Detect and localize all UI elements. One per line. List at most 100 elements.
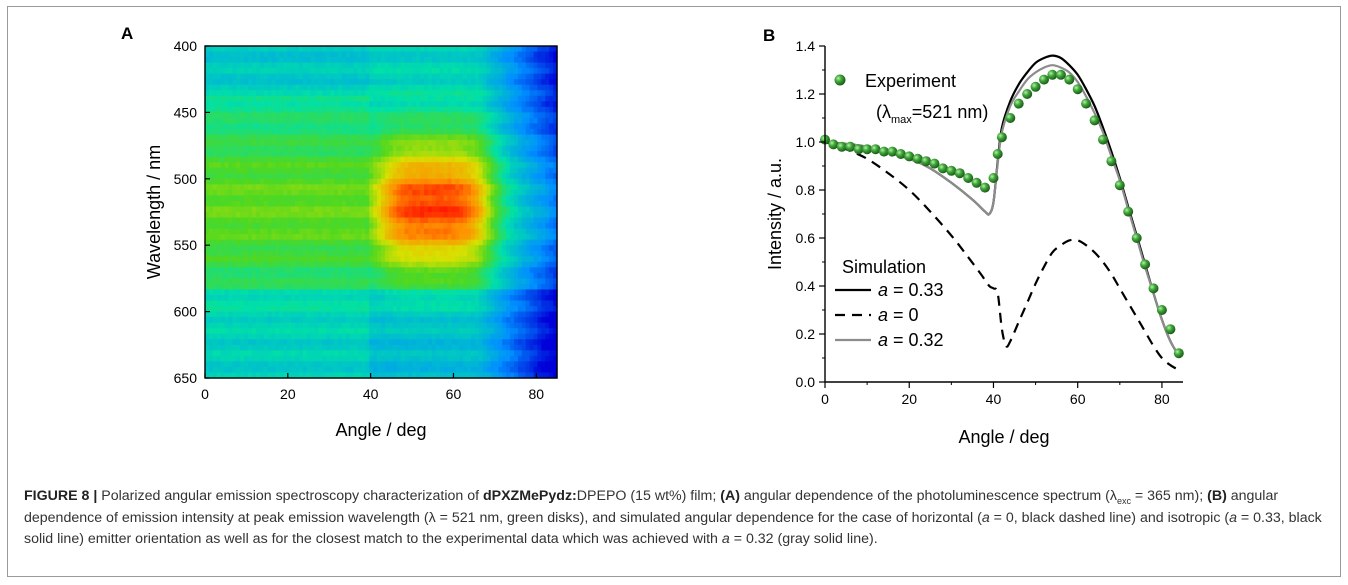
heatmap-cell <box>451 184 456 191</box>
heatmap-cell <box>298 344 304 351</box>
heatmap-cell <box>529 322 535 329</box>
heatmap-cell <box>459 145 464 152</box>
heatmap-cell <box>474 306 480 313</box>
heatmap-cell <box>236 51 241 58</box>
heatmap-cell <box>334 178 339 185</box>
heatmap-cell <box>513 239 519 246</box>
heatmap-cell <box>388 162 394 169</box>
heatmap-cell <box>291 206 296 213</box>
heatmap-cell <box>533 101 539 108</box>
heatmap-cell <box>529 95 535 102</box>
heatmap-cell <box>369 344 374 351</box>
heatmap-cell <box>494 295 499 302</box>
heatmap-cell <box>439 167 445 174</box>
heatmap-cell <box>510 145 515 152</box>
heatmap-cell <box>529 223 535 230</box>
heatmap-cell <box>447 223 452 230</box>
heatmap-cell <box>451 300 456 307</box>
heatmap-cell <box>251 350 257 357</box>
heatmap-cell <box>255 278 261 285</box>
heatmap-cell <box>388 189 394 196</box>
heatmap-cell <box>521 228 527 235</box>
heatmap-cell <box>251 101 257 108</box>
heatmap-cell <box>420 245 425 252</box>
heatmap-cell <box>334 84 339 91</box>
heatmap-cell <box>240 195 245 202</box>
heatmap-cell <box>400 156 406 163</box>
heatmap-cell <box>283 311 288 318</box>
heatmap-cell <box>474 167 480 174</box>
heatmap-cell <box>470 344 476 351</box>
heatmap-cell <box>427 283 433 291</box>
heatmap-cell <box>549 278 554 285</box>
heatmap-cell <box>529 245 535 252</box>
heatmap-cell <box>427 344 433 351</box>
heatmap-cell <box>474 212 480 219</box>
heatmap-cell <box>502 289 507 296</box>
heatmap-cell <box>424 300 429 307</box>
heatmap-cell <box>251 173 257 180</box>
heatmap-cell <box>271 162 276 169</box>
heatmap-cell <box>216 151 222 158</box>
heatmap-cell <box>513 57 519 64</box>
heatmap-cell <box>291 328 296 335</box>
heatmap-cell <box>478 250 484 257</box>
heatmap-cell <box>322 123 327 130</box>
heatmap-cell <box>279 250 284 257</box>
heatmap-cell <box>545 90 550 97</box>
heatmap-cell <box>236 283 241 291</box>
heatmap-cell <box>549 167 554 174</box>
heatmap-cell <box>365 350 370 357</box>
heatmap-cell <box>537 283 542 291</box>
heatmap-cell <box>228 256 233 263</box>
heatmap-cell <box>474 68 480 75</box>
heatmap-cell <box>216 339 222 346</box>
heatmap-cell <box>244 90 249 97</box>
heatmap-cell <box>541 129 546 136</box>
heatmap-cell <box>216 200 222 208</box>
heatmap-cell <box>208 295 214 302</box>
heatmap-cell <box>251 156 257 163</box>
heatmap-cell <box>553 178 558 185</box>
heatmap-cell <box>459 129 464 136</box>
heatmap-cell <box>291 195 296 202</box>
heatmap-cell <box>279 189 284 196</box>
heatmap-cell <box>400 295 406 302</box>
heatmap-cell <box>408 112 413 119</box>
heatmap-cell <box>502 101 507 108</box>
heatmap-cell <box>463 200 468 208</box>
heatmap-cell <box>306 68 312 75</box>
heatmap-cell <box>220 283 226 291</box>
heatmap-cell <box>306 162 312 169</box>
heatmap-cell <box>451 344 456 351</box>
heatmap-cell <box>502 245 507 252</box>
heatmap-cell <box>396 306 402 313</box>
heatmap-cell <box>412 184 417 191</box>
heatmap-cell <box>529 261 535 268</box>
heatmap-cell <box>463 140 468 147</box>
heatmap-cell <box>494 195 499 202</box>
heatmap-cell <box>463 328 468 335</box>
heatmap-cell <box>365 333 370 340</box>
heatmap-cell <box>424 189 429 196</box>
heatmap-cell <box>482 178 488 185</box>
heatmap-cell <box>412 295 417 302</box>
heatmap-cell <box>549 151 554 158</box>
heatmap-cell <box>439 228 445 235</box>
heatmap-cell <box>537 223 542 230</box>
heatmap-cell <box>384 106 390 113</box>
heatmap-cell <box>330 328 335 335</box>
heatmap-cell <box>400 344 406 351</box>
heatmap-cell <box>412 140 417 147</box>
heatmap-cell <box>388 95 394 102</box>
heatmap-cell <box>400 239 406 246</box>
heatmap-cell <box>240 344 245 351</box>
heatmap-cell <box>486 261 492 268</box>
heatmap-cell <box>502 272 507 279</box>
heatmap-cell <box>545 250 550 257</box>
heatmap-cell <box>345 195 351 202</box>
heatmap-cell <box>490 62 496 69</box>
heatmap-cell <box>365 46 370 53</box>
heatmap-cell <box>275 68 280 75</box>
heatmap-cell <box>205 256 210 263</box>
